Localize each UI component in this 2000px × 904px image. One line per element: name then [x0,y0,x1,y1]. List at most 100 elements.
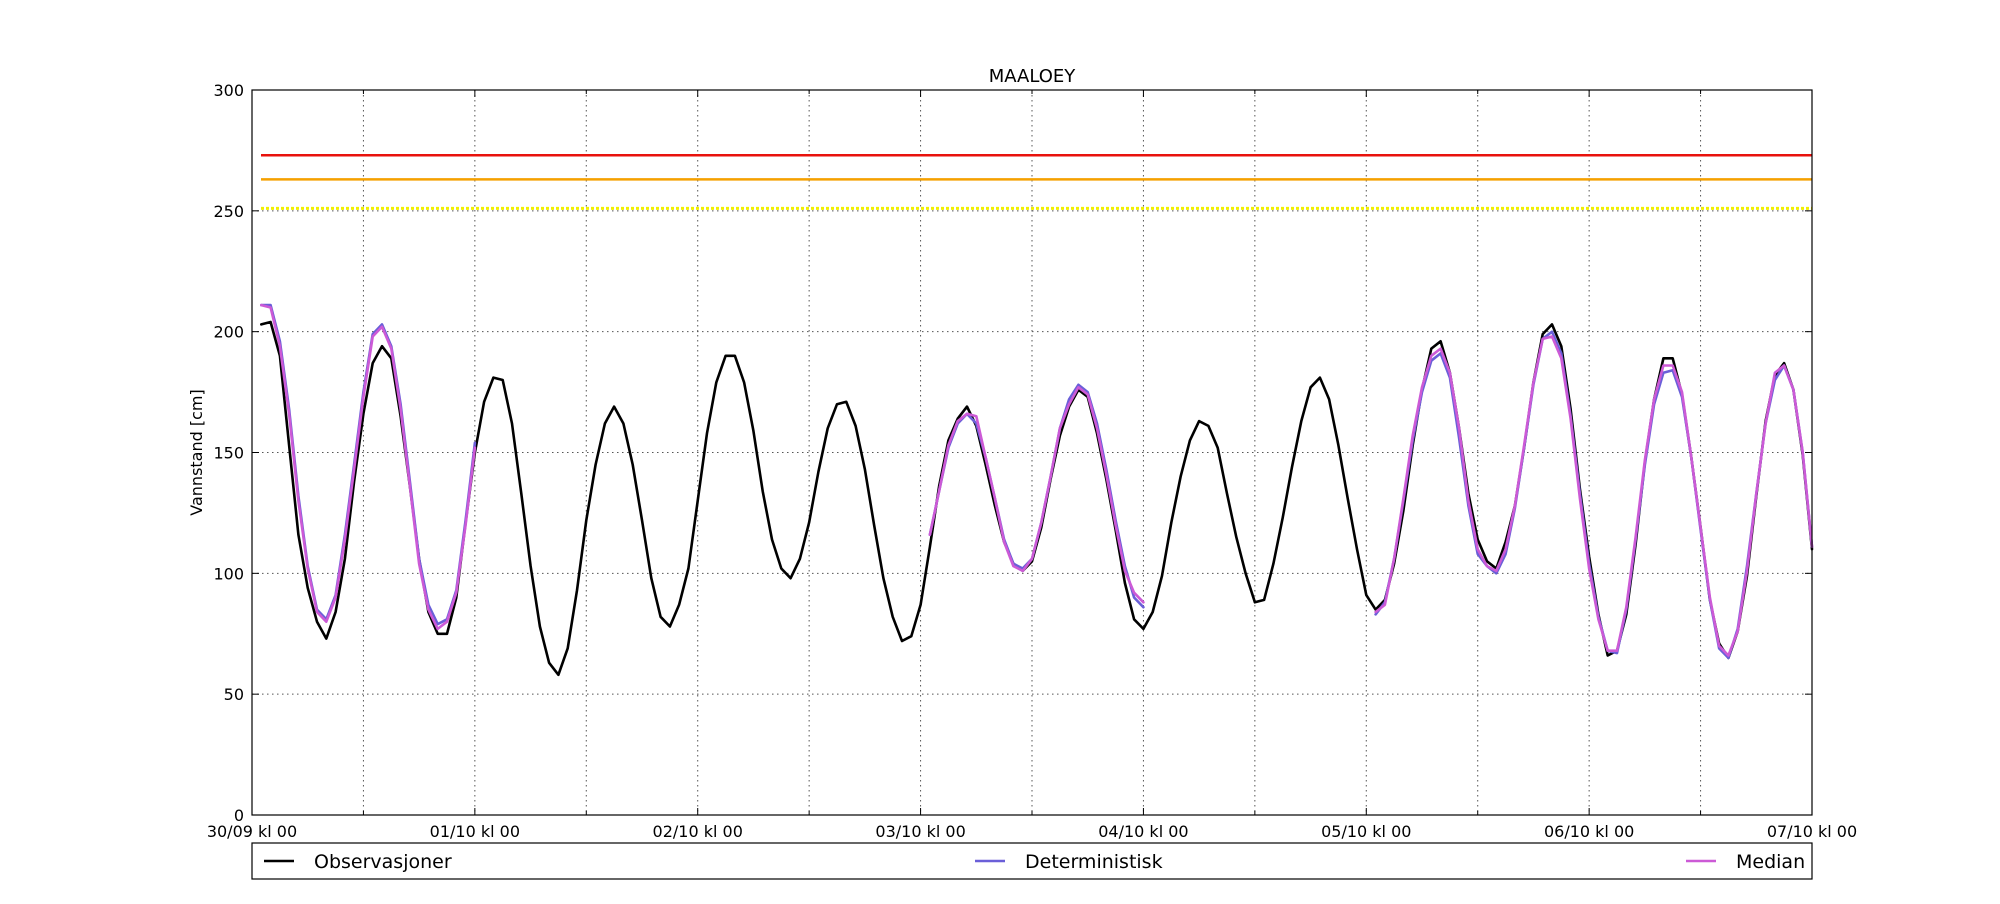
data-point [1087,391,1089,393]
y-tick-label: 50 [224,685,244,704]
data-point [1505,548,1507,550]
data-point [1115,524,1117,526]
data-point [279,345,281,347]
data-point [1616,652,1618,654]
data-point [1588,567,1590,570]
data-point [1514,505,1516,507]
data-point [752,430,755,432]
data-point [1607,654,1609,657]
data-point [817,471,820,473]
data-point [1328,398,1330,400]
data-point [604,422,606,425]
legend-box [251,842,1813,880]
x-tick-label: 01/10 kl 00 [430,822,520,841]
data-point [1272,563,1274,565]
chart-title: MAALOEY [989,66,1077,87]
data-point [1542,338,1544,340]
data-point [725,355,727,357]
data-point [1161,575,1163,577]
x-tick-label: 30/09 kl 00 [207,822,297,841]
data-point [1495,572,1497,574]
data-point [1727,654,1729,657]
data-point [409,485,411,487]
x-tick-label: 05/10 kl 00 [1321,822,1411,841]
data-point [1662,364,1664,367]
data-point [335,596,337,599]
x-tick-label: 03/10 kl 00 [875,822,965,841]
x-tick-label: 07/10 kl 00 [1767,822,1857,841]
data-point [539,625,541,628]
data-point [1560,345,1562,347]
series-layer [260,303,1814,677]
legend-label: Median [1736,851,1805,873]
x-tick-label: 04/10 kl 00 [1098,822,1188,841]
x-tick-label: 02/10 kl 00 [653,822,743,841]
data-point [985,456,987,458]
data-point [1068,403,1070,405]
data-point [520,493,522,495]
data-point [799,558,801,560]
data-point [530,565,532,567]
data-point [669,625,671,628]
data-point [845,401,847,403]
data-point [502,379,504,381]
data-point [1681,391,1683,393]
data-point [1755,493,1757,495]
data-point [1616,650,1618,652]
data-point [1737,630,1739,632]
data-point [567,647,569,649]
data-point [641,519,643,521]
data-point [297,500,299,502]
data-point [1375,611,1377,613]
data-point [1319,377,1321,379]
data-point [1133,596,1135,599]
data-point [1570,418,1572,420]
data-point [381,323,383,325]
data-point [1551,335,1553,338]
data-point [335,611,337,613]
series-line [260,303,477,631]
data-point [1718,645,1720,647]
data-point [892,616,894,618]
data-point [975,415,977,417]
data-point [1560,352,1562,354]
data-point [678,604,680,606]
data-point [1653,398,1655,400]
data-point [1783,364,1785,367]
data-point [260,323,262,325]
series-line [1374,335,1814,657]
data-point [836,403,838,405]
data-point [1050,476,1052,478]
data-point [715,381,717,383]
x-tick-label: 06/10 kl 00 [1544,822,1634,841]
data-point [1579,497,1581,499]
data-point [1337,444,1339,446]
data-point [465,524,467,526]
data-point [1551,323,1553,325]
data-point [372,335,374,338]
data-point [1607,650,1609,652]
legend-label: Observasjoner [314,851,452,873]
data-point [474,442,476,444]
data-point [901,640,903,642]
data-point [1087,393,1089,396]
data-point [427,609,429,611]
data-point [882,577,885,579]
data-point [1625,606,1627,608]
data-point [1133,592,1135,594]
data-point [1124,570,1126,572]
data-point [1375,609,1377,611]
data-point [316,621,318,623]
data-point [557,674,560,676]
data-point [1690,456,1692,458]
data-point [929,546,931,548]
data-point [1467,500,1469,502]
data-point [762,490,764,492]
data-point [344,558,346,560]
data-point [585,519,587,521]
data-point [1022,570,1024,572]
data-point [687,567,690,570]
data-point [437,633,439,635]
data-point [381,345,383,347]
